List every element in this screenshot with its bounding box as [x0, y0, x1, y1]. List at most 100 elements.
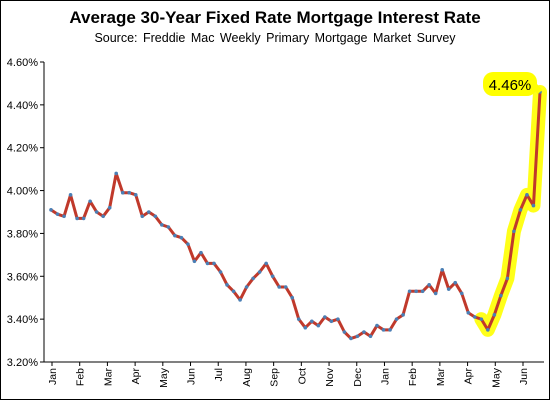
data-point — [342, 330, 347, 334]
callout-label: 4.46% — [489, 77, 532, 94]
data-point — [270, 274, 275, 279]
data-point — [238, 298, 242, 302]
data-point — [362, 330, 366, 334]
x-tick-label: May — [158, 367, 170, 388]
data-point — [81, 216, 86, 221]
data-point — [290, 295, 295, 300]
data-point — [486, 328, 490, 332]
data-point — [101, 214, 105, 219]
x-tick-label: Nov — [324, 367, 336, 386]
data-point — [427, 283, 431, 287]
data-point — [107, 205, 112, 210]
data-point — [120, 190, 125, 195]
data-point — [433, 291, 438, 296]
data-point — [68, 193, 73, 197]
data-point — [394, 317, 399, 321]
chart-subtitle: Source: Freddie Mac Weekly Primary Mortg… — [94, 31, 456, 45]
data-point — [192, 259, 197, 264]
y-tick-label: 4.40% — [7, 100, 38, 112]
y-tick-label: 3.20% — [7, 357, 38, 369]
y-tick-label: 4.00% — [7, 186, 38, 198]
x-tick-label: Aug — [241, 368, 253, 387]
data-point — [479, 317, 484, 321]
data-point — [160, 223, 164, 227]
data-point — [349, 336, 353, 341]
data-point — [218, 270, 223, 274]
y-tick-label: 4.60% — [7, 57, 38, 69]
data-point — [420, 289, 425, 294]
data-point — [179, 235, 184, 240]
x-tick-label: Jul — [213, 368, 225, 381]
data-point — [440, 268, 445, 272]
data-point — [49, 208, 53, 212]
data-point — [251, 276, 255, 281]
rate-line — [50, 91, 542, 340]
highlight-stroke — [474, 85, 547, 337]
data-point — [283, 285, 288, 289]
data-point — [446, 287, 451, 291]
x-tick-label: Apr — [130, 368, 142, 385]
data-point — [264, 261, 268, 266]
data-point — [316, 323, 321, 328]
data-point — [94, 210, 99, 214]
data-point — [505, 276, 510, 281]
data-point — [225, 283, 229, 287]
data-point — [453, 280, 458, 285]
data-point — [153, 214, 158, 219]
data-point — [407, 289, 412, 294]
callout-box — [483, 72, 537, 96]
data-point — [205, 261, 210, 266]
x-tick-label: Mar — [435, 368, 447, 387]
x-tick-label: May — [490, 367, 502, 388]
data-point — [212, 261, 216, 266]
x-tick-label: Jun — [186, 368, 198, 385]
data-point — [336, 317, 340, 321]
data-point — [355, 334, 360, 339]
data-point — [62, 214, 66, 219]
x-tick-label: Dec — [352, 368, 364, 387]
y-tick-label: 4.20% — [7, 143, 38, 155]
data-point — [414, 289, 418, 294]
data-point — [244, 285, 249, 289]
data-point — [375, 323, 379, 328]
data-point — [114, 171, 118, 176]
y-tick-label: 3.80% — [7, 228, 38, 240]
data-point — [55, 212, 60, 216]
data-point — [381, 328, 386, 332]
data-point — [459, 291, 464, 296]
data-point — [303, 325, 308, 330]
x-tick-label: Feb — [75, 368, 87, 386]
data-point — [473, 315, 477, 319]
data-point — [140, 214, 145, 219]
data-point — [499, 293, 503, 298]
x-tick-label: Feb — [407, 368, 419, 386]
data-point — [323, 315, 327, 319]
x-tick-label: Oct — [296, 368, 308, 384]
data-point — [329, 319, 334, 324]
data-point — [88, 199, 92, 204]
x-axis-ticks: Jan Feb Mar Apr May Jun Jul Aug Sep Oct Nov Dec Jan F… — [47, 362, 530, 388]
data-point — [518, 208, 523, 212]
series-markers — [49, 90, 542, 341]
data-point — [296, 317, 301, 321]
data-point — [277, 285, 282, 289]
data-point — [75, 216, 79, 221]
callout-group: 4.46% — [483, 72, 543, 96]
data-point — [512, 229, 516, 234]
y-tick-label: 3.40% — [7, 314, 38, 326]
data-point — [133, 193, 138, 197]
data-point — [127, 190, 132, 195]
data-point — [199, 250, 203, 255]
data-point — [525, 193, 529, 197]
chart-title: Average 30-Year Fixed Rate Mortgage Inte… — [69, 8, 481, 27]
data-point — [147, 210, 151, 214]
data-point — [492, 313, 497, 317]
data-point — [531, 203, 536, 208]
data-point — [310, 319, 314, 324]
y-axis-ticks: 3.20% 3.40% 3.60% 3.80% 4.00% 4.20% 4.40% 4.60% — [7, 57, 44, 369]
data-point — [388, 328, 392, 332]
data-point — [257, 270, 262, 274]
data-point — [368, 334, 373, 339]
